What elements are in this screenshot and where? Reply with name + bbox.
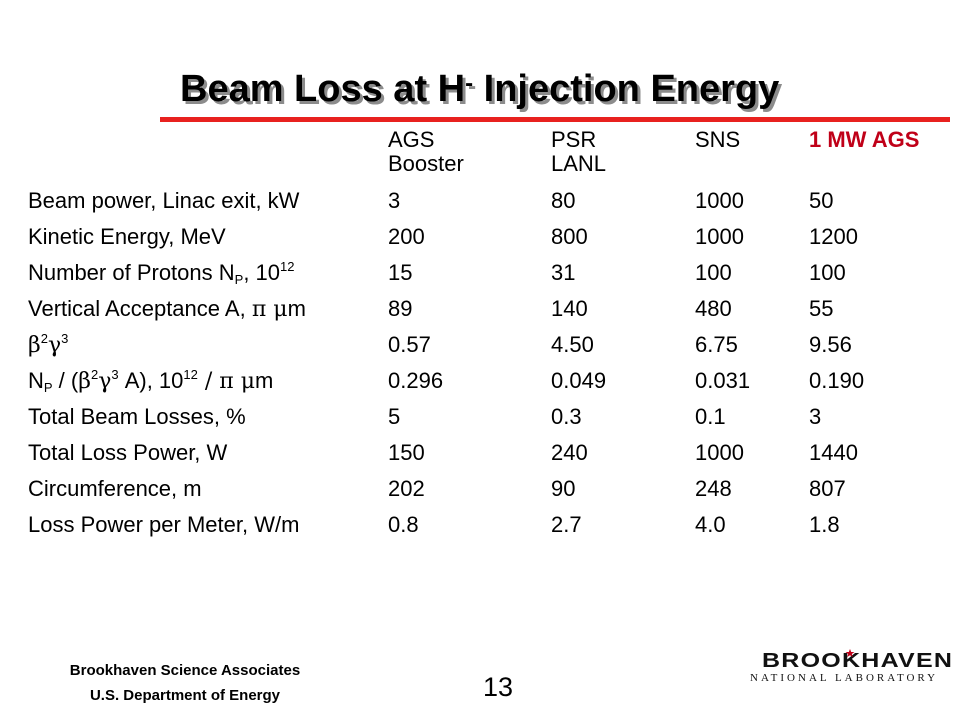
table-cell: 89 bbox=[388, 296, 413, 321]
footer-org-line1: Brookhaven Science Associates bbox=[69, 662, 301, 679]
row-label: Total Loss Power, W bbox=[28, 440, 228, 465]
table-cell: 90 bbox=[551, 476, 576, 501]
table-cell: 2.7 bbox=[551, 512, 582, 537]
table-cell: 0.049 bbox=[551, 368, 607, 393]
table-cell: 31 bbox=[551, 260, 576, 285]
table-cell: 9.56 bbox=[809, 332, 852, 357]
logo-wordmark: BROOKHAVEN bbox=[762, 650, 954, 672]
table-cell: 1200 bbox=[809, 224, 858, 249]
slide-title: Beam Loss at H- Injection Energy bbox=[180, 68, 780, 110]
table-cell: 3 bbox=[809, 404, 822, 429]
header-psr-lanl: PSR LANL bbox=[551, 127, 607, 176]
table-cell: 100 bbox=[809, 260, 846, 285]
table-cell: 55 bbox=[809, 296, 834, 321]
row-label: β2γ3 bbox=[28, 331, 69, 358]
table-cell: 0.1 bbox=[695, 404, 726, 429]
table-cell: 100 bbox=[695, 260, 732, 285]
table-cell: 80 bbox=[551, 188, 576, 213]
data-table: AGS Booster PSR LANL SNS 1 MW AGS Beam pow… bbox=[28, 0, 960, 560]
table-cell: 15 bbox=[388, 260, 413, 285]
logo-star-icon bbox=[845, 649, 855, 657]
row-label: Vertical Acceptance A, π μm bbox=[28, 296, 306, 322]
table-cell: 5 bbox=[388, 404, 401, 429]
table-cell: 248 bbox=[695, 476, 732, 501]
header-1mw-ags: 1 MW AGS bbox=[809, 127, 920, 152]
table-cell: 807 bbox=[809, 476, 846, 501]
row-label: Kinetic Energy, MeV bbox=[28, 224, 226, 249]
table-cell: 800 bbox=[551, 224, 588, 249]
row-label: Beam power, Linac exit, kW bbox=[28, 188, 300, 213]
row-label: Circumference, m bbox=[28, 476, 202, 501]
table-cell: 202 bbox=[388, 476, 425, 501]
table-cell: 0.8 bbox=[388, 512, 419, 537]
table-cell: 1.8 bbox=[809, 512, 840, 537]
row-label: NP / (β2γ3 A), 1012 / π μm bbox=[28, 367, 274, 395]
table-cell: 240 bbox=[551, 440, 588, 465]
table-cell: 6.75 bbox=[695, 332, 738, 357]
footer-organization: Brookhaven Science Associates U.S. Depar… bbox=[40, 658, 330, 708]
bnl-logo: BROOKHAVEN NATIONAL LABORATORY bbox=[748, 648, 952, 688]
footer-org-line2: U.S. Department of Energy bbox=[89, 687, 281, 704]
table-cell: 200 bbox=[388, 224, 425, 249]
logo-subtitle: NATIONAL LABORATORY bbox=[750, 672, 939, 684]
table-cell: 0.296 bbox=[388, 368, 444, 393]
table-cell: 4.0 bbox=[695, 512, 726, 537]
table-cell: 1440 bbox=[809, 440, 858, 465]
table-cell: 0.031 bbox=[695, 368, 751, 393]
table-cell: 480 bbox=[695, 296, 732, 321]
table-cell: 0.190 bbox=[809, 368, 865, 393]
table-cell: 150 bbox=[388, 440, 425, 465]
table-cell: 4.50 bbox=[551, 332, 594, 357]
table-cell: 50 bbox=[809, 188, 834, 213]
page-number: 13 bbox=[483, 672, 514, 702]
table-cell: 140 bbox=[551, 296, 588, 321]
row-label: Loss Power per Meter, W/m bbox=[28, 512, 300, 537]
table-cell: 3 bbox=[388, 188, 401, 213]
table-cell: 0.3 bbox=[551, 404, 582, 429]
row-label: Total Beam Losses, % bbox=[28, 404, 246, 429]
row-label: Number of Protons NP, 1012 bbox=[28, 259, 295, 287]
table-cell: 1000 bbox=[695, 440, 744, 465]
header-sns: SNS bbox=[695, 127, 741, 152]
title-underline bbox=[160, 117, 950, 122]
table-cell: 1000 bbox=[695, 188, 744, 213]
table-cell: 1000 bbox=[695, 224, 744, 249]
table-cell: 0.57 bbox=[388, 332, 431, 357]
header-ags-booster: AGS Booster bbox=[388, 127, 464, 176]
